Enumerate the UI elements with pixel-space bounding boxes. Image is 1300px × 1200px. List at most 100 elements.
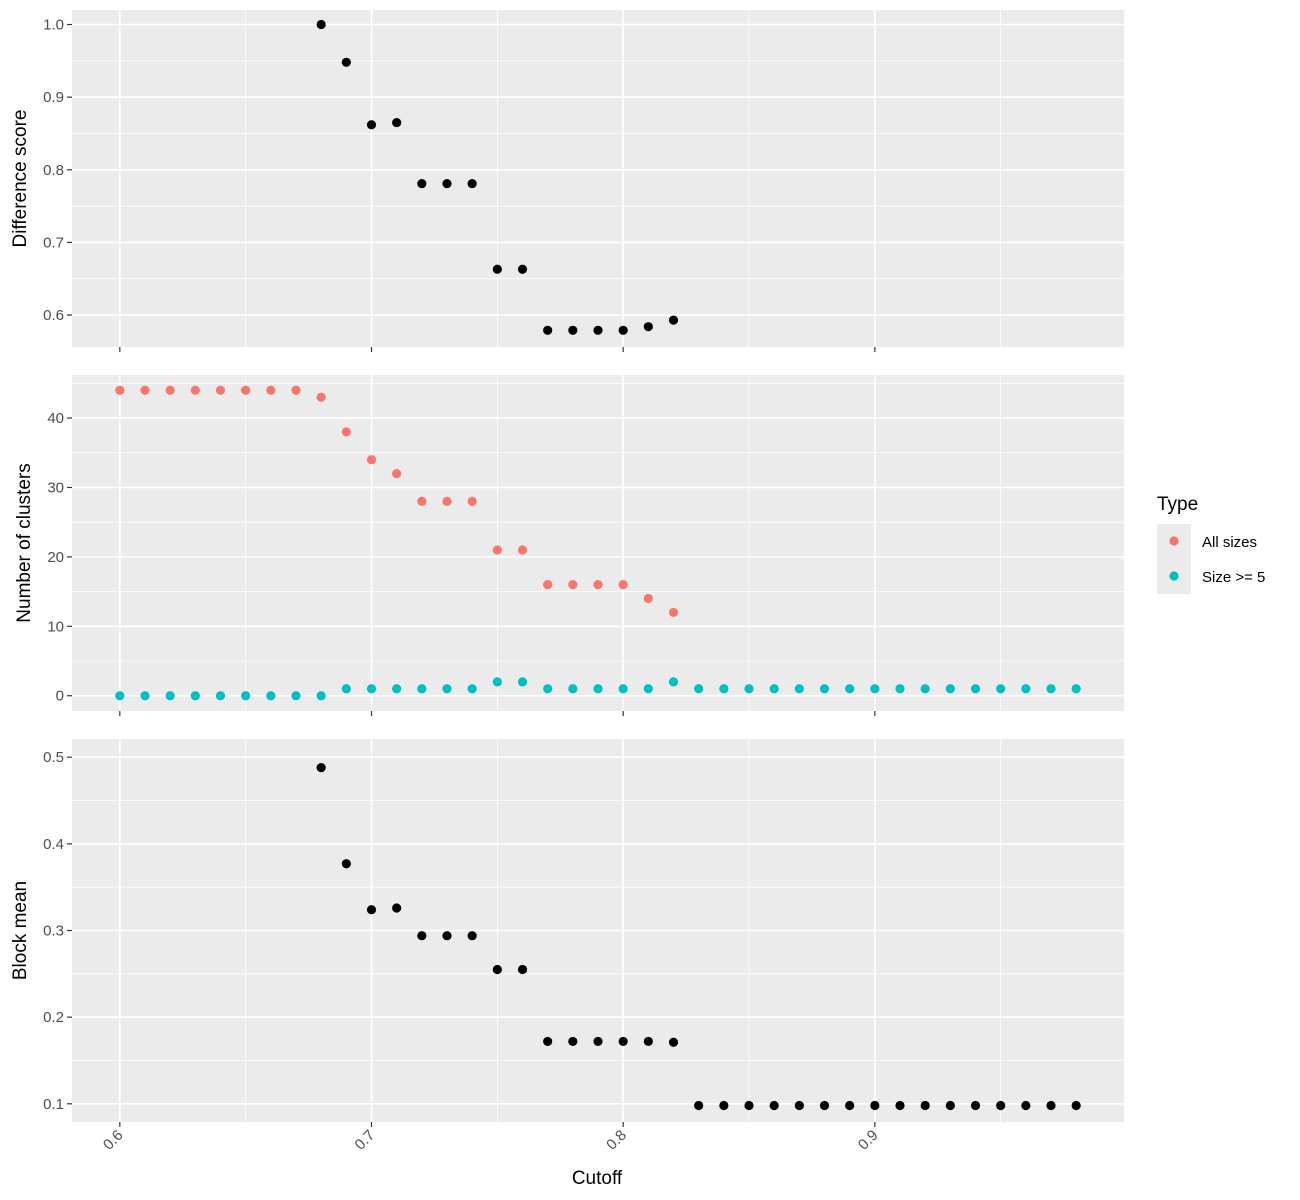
data-point (945, 684, 955, 694)
data-point (643, 322, 653, 332)
data-point (870, 684, 880, 694)
legend-key-background (1157, 524, 1191, 594)
y-axis-title: Block mean (10, 881, 31, 980)
data-point (467, 684, 477, 694)
data-point (668, 1037, 679, 1047)
data-point (341, 684, 351, 694)
data-point (316, 762, 326, 773)
data-point (492, 264, 502, 274)
data-point (392, 117, 402, 128)
data-point (543, 684, 553, 694)
data-point (1046, 1100, 1056, 1111)
data-point (643, 593, 653, 604)
y-tick-label: 0.7 (43, 234, 64, 251)
data-point (392, 903, 402, 913)
data-point (190, 691, 200, 701)
data-point (593, 325, 603, 335)
data-point (618, 1036, 628, 1047)
y-tick-label: 0.3 (43, 923, 64, 940)
y-tick-label: 30 (47, 479, 64, 496)
data-point (870, 1100, 880, 1111)
data-point (668, 607, 679, 618)
data-point (316, 691, 326, 701)
data-point (744, 1100, 754, 1111)
data-point (643, 684, 653, 694)
legend-key-point (1169, 571, 1179, 581)
data-point (467, 178, 477, 189)
data-point (291, 385, 301, 395)
data-point (945, 1100, 955, 1111)
y-tick-label: 0.9 (43, 89, 64, 106)
data-point (744, 684, 754, 694)
data-point (241, 385, 251, 395)
data-point (794, 684, 804, 694)
data-point (392, 684, 402, 694)
x-tick-label: 0.8 (603, 1127, 630, 1154)
data-point (618, 325, 628, 335)
x-tick-label: 0.7 (352, 1127, 379, 1154)
data-point (618, 580, 628, 590)
y-tick-label: 0.2 (43, 1009, 64, 1026)
data-point (442, 496, 452, 506)
data-point (417, 684, 427, 694)
data-point (543, 580, 553, 590)
data-point (996, 684, 1006, 694)
y-tick-label: 0 (56, 688, 64, 705)
data-point (341, 57, 351, 67)
data-point (442, 178, 452, 189)
data-point (366, 120, 377, 130)
data-point (215, 691, 226, 701)
x-axis-title: Cutoff (572, 1168, 623, 1189)
data-point (819, 684, 830, 694)
data-point (618, 684, 628, 694)
data-point (593, 684, 603, 694)
data-point (366, 905, 377, 915)
data-point (165, 385, 175, 395)
data-point (241, 691, 251, 701)
data-point (568, 325, 578, 335)
data-point (543, 325, 553, 335)
data-point (819, 1100, 830, 1111)
data-point (517, 964, 528, 975)
legend-entry-label: All sizes (1202, 534, 1257, 551)
y-tick-label: 0.6 (43, 307, 64, 324)
data-point (417, 496, 427, 506)
data-point (316, 392, 326, 402)
data-point (694, 684, 704, 694)
data-point (140, 385, 150, 395)
y-tick-label: 40 (47, 410, 64, 427)
data-point (996, 1100, 1006, 1111)
data-point (215, 385, 226, 395)
y-tick-label: 0.8 (43, 162, 64, 179)
data-point (668, 315, 679, 325)
data-point (1046, 684, 1056, 694)
y-tick-label: 0.5 (43, 749, 64, 766)
panel-1: 0.6 0.7 0.8 0.9 1.0 Difference score (10, 10, 1124, 352)
data-point (920, 684, 930, 694)
data-point (442, 684, 452, 694)
data-point (568, 684, 578, 694)
data-point (920, 1100, 930, 1111)
panel-background (72, 375, 1124, 711)
data-point (769, 684, 779, 694)
data-point (794, 1100, 804, 1111)
data-point (694, 1100, 704, 1111)
data-point (643, 1036, 653, 1047)
data-point (442, 931, 452, 941)
data-point (1021, 1100, 1031, 1111)
y-tick-label: 0.4 (43, 836, 64, 853)
data-point (845, 684, 855, 694)
data-point (291, 691, 301, 701)
y-tick-label: 10 (47, 618, 64, 635)
legend-title: Type (1157, 494, 1198, 515)
data-point (1021, 684, 1031, 694)
data-point (517, 264, 528, 274)
data-point (417, 931, 427, 941)
data-point (668, 677, 679, 687)
data-point (392, 468, 402, 479)
data-point (417, 178, 427, 189)
data-point (492, 545, 502, 555)
data-point (719, 684, 729, 694)
data-point (115, 385, 125, 395)
